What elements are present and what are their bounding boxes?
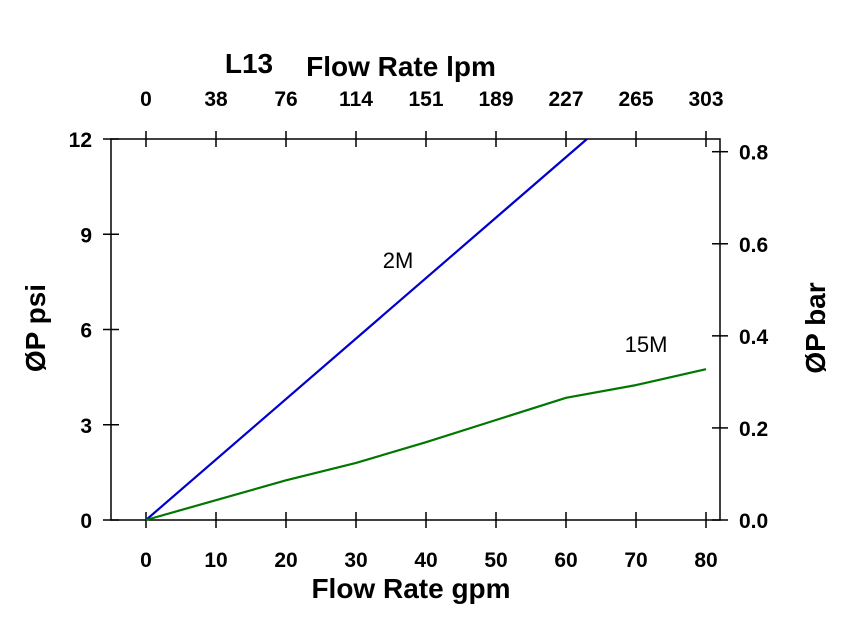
y-left-tick-label: 0: [80, 510, 92, 533]
chart-title: L13: [225, 48, 273, 79]
series-line-15m: [145, 368, 707, 522]
x-top-tick-label: 227: [548, 88, 583, 111]
x-top-tick-label: 189: [478, 88, 513, 111]
y-axis-left-title: ØP psi: [20, 284, 51, 372]
x-tick-label: 70: [624, 549, 647, 572]
x-tick-label: 80: [694, 549, 717, 572]
x-axis-title: Flow Rate gpm: [311, 573, 510, 604]
y-right-tick-label: 0.8: [739, 142, 769, 165]
x-top-tick-label: 38: [204, 88, 228, 111]
y-left-tick-label: 9: [80, 224, 92, 247]
x-top-tick-label: 265: [618, 88, 653, 111]
y-right-tick-label: 0.2: [739, 418, 768, 441]
x-tick-label: 40: [414, 549, 437, 572]
x-tick-label: 30: [344, 549, 367, 572]
series-label-2m: 2M: [383, 248, 414, 273]
x-top-tick-label: 0: [140, 88, 152, 111]
x-tick-label: 50: [484, 549, 507, 572]
x-tick-label: 0: [140, 549, 152, 572]
series-label-15m: 15M: [625, 332, 668, 357]
y-left-tick-label: 6: [80, 320, 92, 343]
x-tick-label: 60: [554, 549, 577, 572]
plot-frame: [110, 138, 721, 521]
y-right-tick-label: 0.4: [739, 326, 769, 349]
y-axis-right-title: ØP bar: [800, 282, 831, 373]
y-left-tick-label: 3: [80, 415, 92, 438]
y-right-tick-label: 0.0: [739, 510, 768, 533]
y-left-tick-label: 12: [69, 129, 92, 152]
series-line-2m: [145, 138, 588, 521]
x-top-tick-label: 151: [408, 88, 443, 111]
x-tick-label: 20: [274, 549, 297, 572]
x-top-tick-label: 303: [688, 88, 723, 111]
x-top-tick-label: 76: [274, 88, 297, 111]
top-axis-title: Flow Rate lpm: [306, 51, 496, 82]
x-tick-label: 10: [204, 549, 227, 572]
y-right-tick-label: 0.6: [739, 234, 768, 257]
x-top-tick-label: 114: [339, 88, 373, 111]
